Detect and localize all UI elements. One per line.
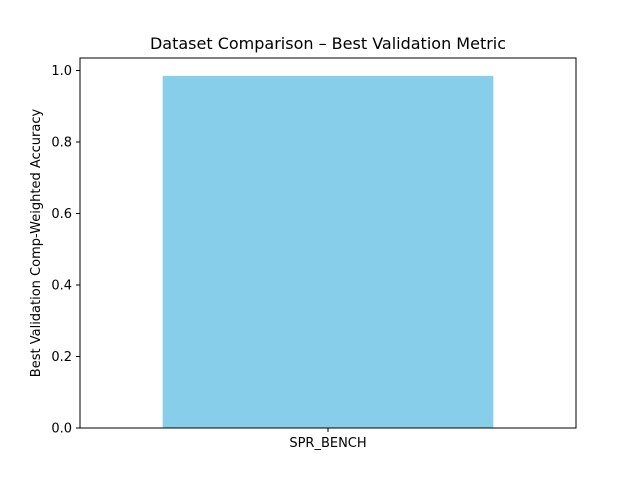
y-tick-label: 0.8 [51, 136, 72, 151]
bar-spr-bench [162, 75, 494, 429]
y-tick-label: 0.6 [51, 207, 72, 222]
x-axis-ticks: SPR_BENCH [289, 428, 367, 451]
y-tick-label: 0.4 [51, 279, 72, 294]
y-tick-label: 0.2 [51, 350, 72, 365]
bars-group [162, 75, 494, 429]
x-tick-label: SPR_BENCH [289, 436, 366, 451]
plot-frame [79, 57, 577, 429]
y-tick-label: 1.0 [51, 64, 72, 79]
y-tick-label: 0.0 [51, 422, 72, 437]
y-axis-label: Best Validation Comp-Weighted Accuracy [29, 109, 44, 378]
chart-title: Dataset Comparison – Best Validation Met… [150, 34, 506, 53]
y-axis-ticks: 0.0 0.2 0.4 0.6 0.8 1.0 [51, 64, 80, 437]
